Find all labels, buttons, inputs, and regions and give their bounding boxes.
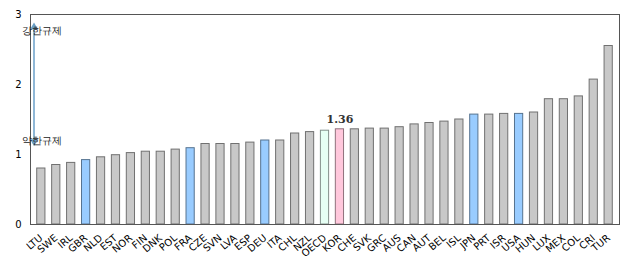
svg-text:LTU: LTU [24,232,45,252]
svg-text:3: 3 [15,9,21,20]
svg-text:KOR: KOR [320,232,344,254]
svg-text:MEX: MEX [543,232,568,255]
svg-text:POL: POL [157,232,179,254]
svg-text:GBR: GBR [65,232,90,255]
svg-text:USA: USA [499,232,523,254]
svg-text:IRL: IRL [55,232,75,251]
svg-text:강한규제: 강한규제 [22,25,62,36]
svg-text:COL: COL [559,232,583,254]
svg-text:CAN: CAN [394,232,418,255]
svg-text:PRT: PRT [471,232,493,253]
svg-text:CHL: CHL [276,232,299,254]
svg-text:CRI: CRI [577,232,598,252]
svg-text:ESP: ESP [232,232,254,253]
svg-text:HUN: HUN [513,232,538,255]
svg-text:AUS: AUS [380,232,403,254]
svg-text:SVK: SVK [350,232,374,254]
svg-text:TUR: TUR [589,232,612,254]
svg-text:LVA: LVA [218,232,239,252]
svg-text:ITA: ITA [264,232,284,251]
svg-text:SVN: SVN [200,232,224,254]
svg-text:약한규제: 약한규제 [22,135,62,146]
svg-text:NZL: NZL [291,232,314,254]
svg-text:1: 1 [15,149,21,160]
svg-text:ISR: ISR [488,232,508,251]
svg-text:JPN: JPN [458,232,478,252]
svg-text:BEL: BEL [426,232,448,253]
svg-text:FIN: FIN [129,232,150,251]
svg-text:LUX: LUX [530,232,553,253]
svg-text:2: 2 [15,79,21,90]
svg-text:NOR: NOR [110,232,135,255]
svg-text:GRC: GRC [364,232,389,255]
svg-text:FRA: FRA [172,232,194,253]
svg-text:SWE: SWE [35,232,60,256]
svg-text:CZE: CZE [186,232,209,254]
svg-text:DNK: DNK [140,232,165,255]
svg-text:EST: EST [97,232,120,253]
svg-text:0: 0 [15,219,21,230]
svg-text:AUT: AUT [410,232,433,254]
svg-text:ISL: ISL [444,232,463,251]
svg-text:OECD: OECD [299,232,329,260]
svg-text:NLD: NLD [81,232,105,254]
svg-text:CHE: CHE [335,232,359,254]
svg-text:1.36: 1.36 [327,113,354,126]
svg-text:DEU: DEU [245,232,269,255]
